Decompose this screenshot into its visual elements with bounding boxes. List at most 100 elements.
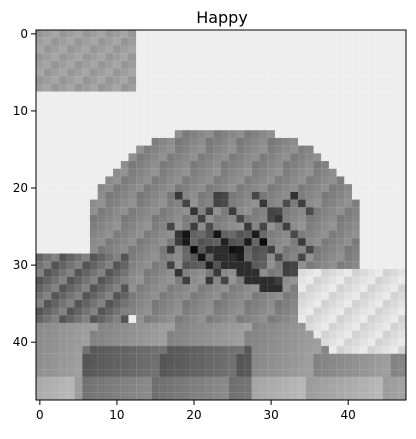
heatmap-cell	[290, 230, 299, 239]
heatmap-cell	[59, 315, 67, 323]
heatmap-cell	[174, 215, 183, 223]
heatmap-cell	[197, 83, 206, 92]
heatmap-cell	[190, 268, 198, 277]
heatmap-cell	[236, 338, 245, 347]
heatmap-cell	[143, 222, 152, 231]
heatmap-cell	[367, 376, 376, 385]
heatmap-cell	[321, 191, 329, 200]
heatmap-cell	[251, 161, 260, 169]
heatmap-cell	[290, 37, 299, 46]
heatmap-cell	[205, 176, 214, 185]
heatmap-cell	[375, 207, 383, 216]
heatmap-cell	[74, 384, 83, 393]
heatmap-cell	[82, 45, 91, 54]
heatmap-cell	[382, 376, 391, 385]
heatmap-cell	[328, 83, 337, 92]
heatmap-cell	[290, 330, 299, 339]
heatmap-cell	[82, 137, 91, 146]
heatmap-cell	[305, 199, 314, 208]
heatmap-cell	[328, 245, 337, 254]
heatmap-cell	[236, 130, 245, 138]
heatmap-cell	[244, 83, 252, 92]
heatmap-cell	[267, 215, 276, 223]
heatmap-cell	[375, 322, 383, 331]
heatmap-cell	[251, 230, 260, 239]
heatmap-cell	[197, 299, 206, 308]
heatmap-cell	[190, 315, 198, 323]
heatmap-cell	[251, 384, 260, 393]
heatmap-cell	[375, 30, 383, 38]
heatmap-cell	[221, 353, 229, 362]
heatmap-cell	[43, 137, 52, 146]
heatmap-cell	[113, 137, 121, 146]
heatmap-cell	[267, 176, 276, 185]
heatmap-cell	[336, 53, 345, 61]
heatmap-cell	[120, 361, 129, 370]
heatmap-cell	[89, 161, 98, 169]
heatmap-cell	[205, 292, 214, 300]
heatmap-cell	[359, 83, 368, 92]
heatmap-cell	[182, 107, 191, 115]
heatmap-cell	[89, 238, 98, 246]
heatmap-cell	[336, 199, 345, 208]
heatmap-cell	[182, 215, 191, 223]
heatmap-cell	[298, 68, 306, 77]
heatmap-cell	[236, 369, 245, 377]
heatmap-cell	[113, 292, 121, 300]
heatmap-cell	[82, 369, 91, 377]
heatmap-cell	[236, 184, 245, 192]
heatmap-cell	[213, 168, 222, 177]
heatmap-cell	[66, 299, 75, 308]
heatmap-cell	[66, 130, 75, 138]
heatmap-cell	[344, 145, 353, 154]
heatmap-cell	[89, 122, 98, 131]
heatmap-cell	[167, 99, 175, 108]
heatmap-cell	[382, 161, 391, 169]
heatmap-cell	[344, 30, 353, 38]
heatmap-cell	[228, 30, 237, 38]
heatmap-cell	[74, 338, 83, 347]
heatmap-cell	[159, 199, 168, 208]
heatmap-cell	[136, 199, 144, 208]
heatmap-cell	[89, 60, 98, 69]
heatmap-cell	[336, 222, 345, 231]
heatmap-cell	[398, 245, 407, 254]
heatmap-cell	[167, 176, 175, 185]
heatmap-cell	[136, 45, 144, 54]
heatmap-cell	[105, 145, 114, 154]
heatmap-cell	[228, 60, 237, 69]
heatmap-cell	[305, 153, 314, 162]
heatmap-cell	[236, 292, 245, 300]
heatmap-cell	[221, 361, 229, 370]
heatmap-cell	[66, 137, 75, 146]
heatmap-cell	[151, 230, 160, 239]
heatmap-cell	[136, 268, 144, 277]
heatmap-cell	[82, 215, 91, 223]
heatmap-cell	[51, 153, 60, 162]
heatmap-cell	[113, 107, 121, 115]
heatmap-cell	[136, 30, 144, 38]
heatmap-cell	[151, 76, 160, 85]
heatmap-cell	[344, 76, 353, 85]
heatmap-cell	[298, 76, 306, 85]
heatmap-cell	[282, 268, 291, 277]
heatmap-cell	[182, 168, 191, 177]
heatmap-cell	[51, 207, 60, 216]
heatmap-cell	[113, 353, 121, 362]
heatmap-cell	[352, 238, 360, 246]
heatmap-cell	[328, 376, 337, 385]
heatmap-cell	[305, 315, 314, 323]
heatmap-cell	[313, 307, 322, 316]
heatmap-cell	[336, 307, 345, 316]
heatmap-cell	[228, 45, 237, 54]
heatmap-cell	[305, 99, 314, 108]
heatmap-cell	[328, 99, 337, 108]
heatmap-cell	[236, 137, 245, 146]
heatmap-cell	[113, 299, 121, 308]
heatmap-cell	[89, 53, 98, 61]
heatmap-cell	[113, 184, 121, 192]
heatmap-cell	[305, 376, 314, 385]
heatmap-cell	[197, 376, 206, 385]
heatmap-cell	[59, 230, 67, 239]
